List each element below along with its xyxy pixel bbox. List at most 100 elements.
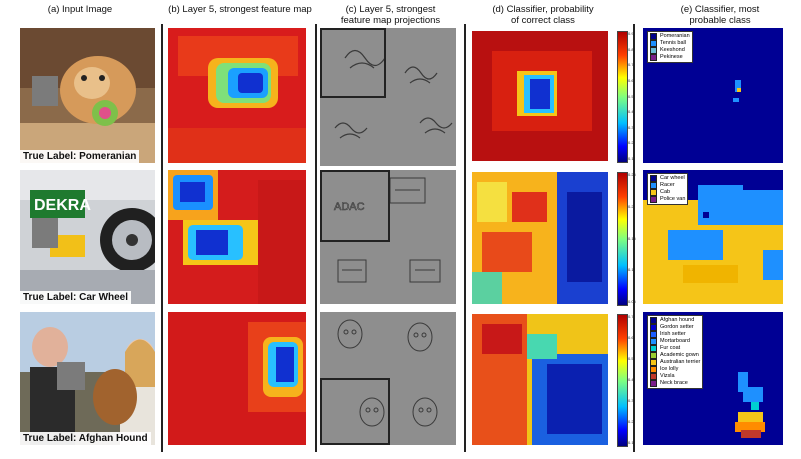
projections-row2: ADAC bbox=[320, 170, 456, 304]
legend-label: Racer bbox=[660, 182, 675, 188]
legend-swatch bbox=[650, 345, 657, 352]
colorbar-row2 bbox=[617, 172, 628, 306]
legend-swatch bbox=[650, 189, 657, 196]
legend-swatch bbox=[650, 324, 657, 331]
input-image-car-wheel: DEKRA True Label: Car Wheel bbox=[20, 170, 155, 304]
legend-label: Keeshond bbox=[660, 47, 685, 53]
colorbar-tick: 0.1 bbox=[628, 440, 634, 445]
occluder-square bbox=[32, 76, 58, 106]
legend-swatch bbox=[650, 380, 657, 387]
feature-map-heatmap bbox=[168, 170, 306, 304]
probability-map-row3 bbox=[472, 314, 608, 445]
legend-swatch bbox=[650, 54, 657, 61]
legend-swatch bbox=[650, 359, 657, 366]
colorbar-tick: 0.2 bbox=[628, 140, 634, 146]
colorbar-tick: 0.7 bbox=[628, 62, 634, 68]
pomeranian-photo bbox=[20, 28, 155, 163]
colorbar-tick: 0.6 bbox=[628, 335, 634, 340]
legend-item: Pomeranian bbox=[650, 33, 690, 40]
colorbar-tick: 0.9 bbox=[628, 31, 634, 36]
legend-item: Keeshond bbox=[650, 47, 690, 54]
feature-map-heatmap bbox=[168, 28, 306, 163]
legend-label: Pekinese bbox=[660, 54, 683, 60]
colorbar-tick: 0.4 bbox=[628, 109, 634, 115]
header-projections-line1: (c) Layer 5, strongest bbox=[345, 4, 436, 15]
legend-swatch bbox=[650, 175, 657, 182]
feature-map-row2 bbox=[168, 170, 306, 304]
header-most-probable-line2: probable class bbox=[689, 15, 751, 26]
colorbar-tick: 0.3 bbox=[628, 398, 634, 403]
legend-row2: Car wheel Racer Cab Police van bbox=[647, 173, 689, 205]
colorbar-tick: 0.7 bbox=[628, 314, 634, 319]
colorbar-tick: 0.2 bbox=[628, 419, 634, 424]
legend-swatch bbox=[650, 366, 657, 373]
legend-swatch bbox=[650, 33, 657, 40]
legend-item: Academic gown bbox=[650, 352, 700, 359]
legend-item: Irish setter bbox=[650, 331, 700, 338]
true-label: True Label: Pomeranian bbox=[20, 150, 140, 163]
afghan-hound-photo bbox=[20, 312, 155, 445]
input-image-pomeranian: True Label: Pomeranian bbox=[20, 28, 155, 163]
header-probability-line2: of correct class bbox=[511, 15, 575, 26]
legend-row3: Afghan hound Gordon setter Irish setter … bbox=[647, 315, 704, 389]
legend-item: Cab bbox=[650, 189, 685, 196]
legend-item: Police van bbox=[650, 196, 685, 203]
colorbar-tick: 0.4 bbox=[628, 377, 634, 382]
svg-text:DEKRA: DEKRA bbox=[34, 197, 91, 214]
highlight-box bbox=[320, 28, 386, 98]
legend-label: Vizsla bbox=[660, 373, 675, 379]
legend-item: Gordon setter bbox=[650, 324, 700, 331]
colorbar-tick: 0.05 bbox=[628, 299, 636, 304]
legend-label: Mortarboard bbox=[660, 338, 690, 344]
legend-swatch bbox=[650, 182, 657, 189]
class-map-row1: Pomeranian Tennis ball Keeshond Pekinese bbox=[643, 28, 783, 163]
probability-heatmap bbox=[472, 172, 608, 304]
colorbar-tick: 0.15 bbox=[628, 235, 636, 241]
legend-item: Australian terrier bbox=[650, 359, 700, 366]
legend-label: Cab bbox=[660, 189, 671, 195]
feature-map-row1 bbox=[168, 28, 306, 163]
class-map-row2: Car wheel Racer Cab Police van bbox=[643, 170, 783, 304]
legend-label: Gordon setter bbox=[660, 324, 694, 330]
header-most-probable-line1: (e) Classifier, most bbox=[680, 4, 760, 15]
colorbar-ticks-row1: 0.9 0.8 0.7 0.6 0.5 0.4 0.3 0.2 0.1 bbox=[628, 31, 640, 161]
legend-item: Neck brace bbox=[650, 380, 700, 387]
legend-label: Academic gown bbox=[660, 352, 699, 358]
separator-2 bbox=[315, 24, 317, 452]
header-feature-map: (b) Layer 5, strongest feature map bbox=[168, 4, 312, 15]
highlight-box bbox=[320, 170, 390, 242]
highlight-box bbox=[320, 378, 390, 445]
probability-heatmap bbox=[472, 314, 608, 445]
legend-item: Mortarboard bbox=[650, 338, 700, 345]
feature-map-heatmap bbox=[168, 312, 306, 445]
separator-3 bbox=[464, 24, 466, 452]
legend-label: Irish setter bbox=[660, 331, 686, 337]
legend-swatch bbox=[650, 196, 657, 203]
colorbar-tick: 0.1 bbox=[628, 267, 634, 273]
legend-item: Tennis ball bbox=[650, 40, 690, 47]
legend-swatch bbox=[650, 338, 657, 345]
legend-item: Afghan hound bbox=[650, 317, 700, 324]
colorbar-tick: 0.25 bbox=[628, 172, 636, 177]
colorbar-tick: 0.2 bbox=[628, 203, 634, 209]
true-label: True Label: Afghan Hound bbox=[20, 432, 151, 445]
legend-item: Racer bbox=[650, 182, 685, 189]
legend-label: Neck brace bbox=[660, 380, 688, 386]
colorbar-tick: 0.8 bbox=[628, 46, 634, 52]
header-probability: (d) Classifier, probability of correct c… bbox=[468, 4, 618, 26]
occluder-square bbox=[32, 218, 58, 248]
legend-label: Tennis ball bbox=[660, 40, 686, 46]
header-projections: (c) Layer 5, strongest feature map proje… bbox=[318, 4, 463, 26]
input-image-afghan-hound: True Label: Afghan Hound bbox=[20, 312, 155, 445]
legend-item: Fur coat bbox=[650, 345, 700, 352]
header-projections-line2: feature map projections bbox=[340, 15, 441, 26]
legend-item: Car wheel bbox=[650, 175, 685, 182]
legend-label: Australian terrier bbox=[660, 359, 701, 365]
colorbar-ticks-row3: 0.7 0.6 0.5 0.4 0.3 0.2 0.1 bbox=[628, 314, 640, 445]
colorbar-tick: 0.1 bbox=[628, 156, 634, 161]
legend-swatch bbox=[650, 47, 657, 54]
separator-1 bbox=[161, 24, 163, 452]
projections-row3 bbox=[320, 312, 456, 445]
legend-label: Police van bbox=[660, 196, 686, 202]
colorbar-tick: 0.3 bbox=[628, 124, 634, 130]
